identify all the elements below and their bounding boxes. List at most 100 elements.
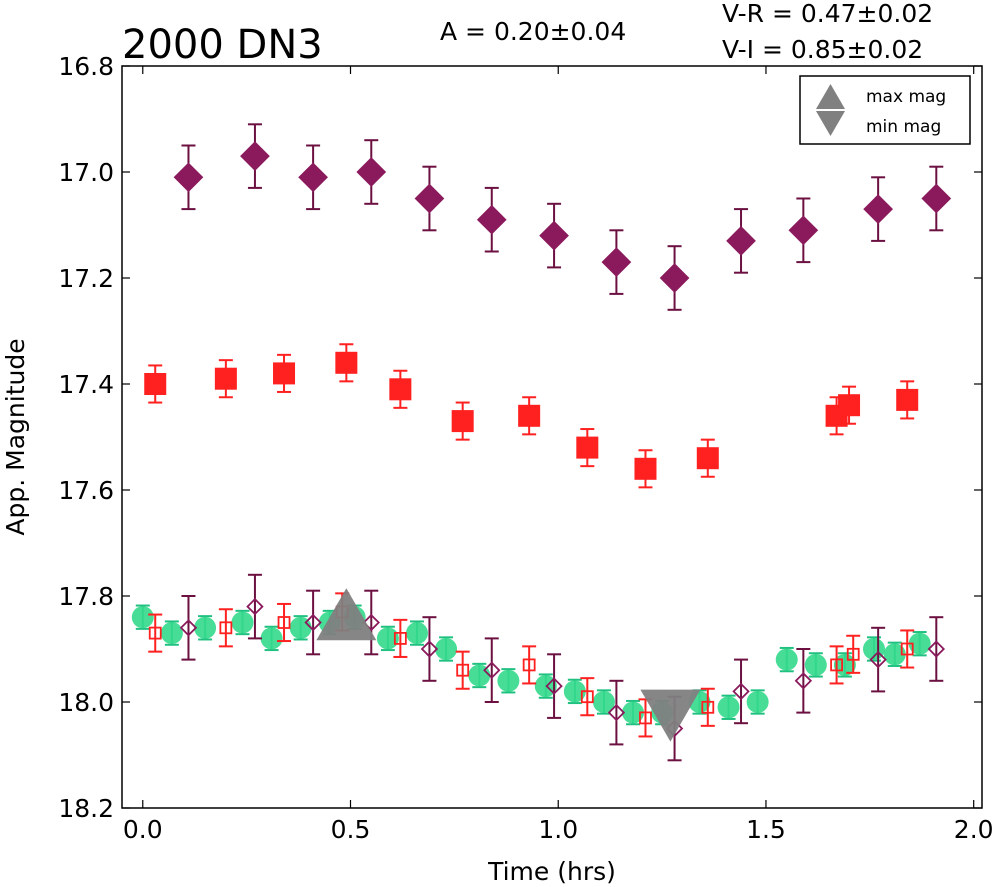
chart-title: 2000 DN3 xyxy=(122,22,323,68)
data-point xyxy=(794,672,813,690)
y-tick-label: 18.2 xyxy=(58,794,114,823)
data-point xyxy=(701,700,715,714)
data-point xyxy=(601,247,632,277)
data-point xyxy=(483,661,501,679)
data-point xyxy=(393,632,407,645)
data-point xyxy=(830,658,843,672)
x-tick-label: 0.0 xyxy=(123,815,163,844)
plot-frame xyxy=(121,65,983,809)
data-point xyxy=(639,711,652,725)
max-mag-legend-marker xyxy=(816,84,845,109)
data-point xyxy=(908,632,931,655)
series-0 xyxy=(173,123,952,311)
v-i-annotation: V-I = 0.85±0.02 xyxy=(722,35,923,64)
data-point xyxy=(456,663,470,677)
data-point xyxy=(576,436,599,459)
data-point xyxy=(592,691,615,713)
y-tick-label: 17.2 xyxy=(58,264,114,293)
data-point xyxy=(420,640,439,658)
data-point xyxy=(356,157,387,187)
data-point xyxy=(622,701,645,724)
data-point xyxy=(231,611,254,634)
y-tick-label: 17.8 xyxy=(58,582,114,611)
data-point xyxy=(214,367,237,390)
data-point xyxy=(900,642,914,656)
data-point xyxy=(545,677,563,695)
series-3 xyxy=(148,592,915,738)
data-point xyxy=(580,690,594,704)
data-point xyxy=(414,183,445,214)
min-mag-marker xyxy=(640,689,701,742)
data-point xyxy=(804,653,827,676)
data-point xyxy=(304,613,322,632)
data-point xyxy=(240,141,270,171)
x-tick-label: 1.5 xyxy=(746,815,786,844)
max-mag-marker xyxy=(316,588,377,641)
v-r-annotation: V-R = 0.47±0.02 xyxy=(722,0,933,28)
data-point xyxy=(659,263,690,293)
data-point xyxy=(376,627,399,650)
data-point xyxy=(846,647,860,661)
series-2 xyxy=(131,604,931,726)
data-point xyxy=(194,616,217,639)
y-tick-label: 17.4 xyxy=(58,370,114,399)
data-point xyxy=(476,204,507,235)
data-point xyxy=(726,226,756,256)
data-point xyxy=(883,643,906,666)
data-point xyxy=(160,622,183,645)
data-point xyxy=(838,394,861,417)
data-point xyxy=(921,183,952,214)
data-point xyxy=(246,597,264,616)
data-point xyxy=(260,627,283,650)
data-point xyxy=(389,378,412,401)
data-point xyxy=(522,658,536,672)
data-point xyxy=(173,162,204,193)
x-tick-label: 1.0 xyxy=(538,815,578,844)
data-point xyxy=(362,613,380,632)
amplitude-annotation: A = 0.20±0.04 xyxy=(440,17,626,46)
data-point xyxy=(788,215,819,246)
data-point xyxy=(144,373,167,395)
data-point xyxy=(451,410,474,433)
data-point xyxy=(497,669,520,692)
data-point xyxy=(896,388,919,411)
data-point xyxy=(696,447,719,470)
axis-ticks: 0.0 0.5 1.0 1.5 2.0 16.8 17.0 17.2 17.4 17.6 17.8 1… xyxy=(58,52,993,844)
legend: max mag min mag xyxy=(799,75,971,145)
data-point xyxy=(869,650,887,669)
legend-box xyxy=(799,75,971,145)
x-axis-label: Time (hrs) xyxy=(487,857,616,886)
min-mag-legend-marker xyxy=(816,111,845,136)
legend-label-min-mag: min mag xyxy=(866,117,941,137)
y-tick-label: 16.8 xyxy=(58,52,114,81)
y-tick-label: 17.0 xyxy=(58,158,114,187)
data-point xyxy=(435,638,458,660)
data-point xyxy=(335,351,358,374)
data-point xyxy=(131,606,154,629)
y-tick-label: 18.0 xyxy=(58,688,114,717)
data-point xyxy=(732,682,750,701)
data-point xyxy=(273,362,296,385)
data-point xyxy=(298,162,328,193)
data-point xyxy=(927,640,945,658)
data-point xyxy=(179,619,198,637)
data-point xyxy=(563,680,586,703)
legend-label-max-mag: max mag xyxy=(866,87,946,107)
x-tick-label: 0.5 xyxy=(331,815,371,844)
data-point xyxy=(717,696,740,719)
data-point xyxy=(219,621,233,635)
data-point xyxy=(539,220,569,251)
series-1 xyxy=(144,343,919,489)
data-marks xyxy=(131,123,952,762)
data-point xyxy=(746,691,769,713)
y-axis-label: App. Magnitude xyxy=(1,338,30,535)
data-point xyxy=(405,622,428,645)
data-point xyxy=(863,194,893,224)
data-point xyxy=(277,616,291,629)
y-tick-label: 17.6 xyxy=(58,476,114,505)
series-4 xyxy=(179,573,945,762)
x-tick-label: 2.0 xyxy=(954,815,994,844)
data-point xyxy=(518,404,541,427)
data-point xyxy=(607,703,626,722)
